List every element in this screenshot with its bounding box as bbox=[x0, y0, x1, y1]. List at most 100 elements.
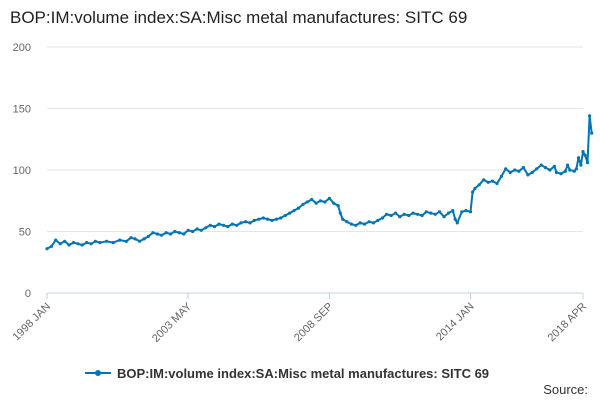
data-point[interactable] bbox=[568, 168, 572, 172]
data-point[interactable] bbox=[235, 223, 239, 227]
data-point[interactable] bbox=[71, 241, 76, 245]
data-point[interactable] bbox=[301, 202, 305, 206]
data-point[interactable] bbox=[338, 211, 342, 215]
data-point[interactable] bbox=[504, 167, 508, 171]
data-point[interactable] bbox=[142, 237, 146, 241]
data-point[interactable] bbox=[554, 170, 559, 175]
data-point[interactable] bbox=[579, 163, 583, 167]
data-point[interactable] bbox=[204, 226, 208, 230]
data-point[interactable] bbox=[499, 174, 504, 178]
data-point[interactable] bbox=[341, 217, 345, 221]
data-point[interactable] bbox=[265, 217, 270, 221]
data-point[interactable] bbox=[471, 190, 475, 194]
data-point[interactable] bbox=[486, 180, 490, 184]
data-point[interactable] bbox=[349, 222, 353, 226]
data-point[interactable] bbox=[314, 201, 318, 205]
data-point[interactable] bbox=[63, 239, 67, 243]
data-point[interactable] bbox=[248, 221, 252, 225]
data-point[interactable] bbox=[80, 243, 84, 247]
data-point[interactable] bbox=[182, 232, 186, 236]
data-point[interactable] bbox=[585, 161, 590, 165]
data-point[interactable] bbox=[572, 169, 576, 173]
data-point[interactable] bbox=[559, 172, 563, 176]
data-point[interactable] bbox=[490, 179, 495, 183]
data-point[interactable] bbox=[453, 217, 457, 221]
data-point[interactable] bbox=[464, 209, 468, 213]
data-point[interactable] bbox=[371, 221, 375, 225]
data-point[interactable] bbox=[460, 210, 464, 214]
data-point[interactable] bbox=[455, 221, 459, 225]
data-point[interactable] bbox=[160, 233, 164, 237]
data-point[interactable] bbox=[186, 228, 190, 232]
data-point[interactable] bbox=[305, 200, 309, 204]
data-point[interactable] bbox=[574, 167, 579, 171]
data-point[interactable] bbox=[155, 232, 159, 236]
data-point[interactable] bbox=[530, 170, 534, 175]
data-point[interactable] bbox=[310, 197, 314, 202]
data-point[interactable] bbox=[243, 220, 248, 224]
data-point[interactable] bbox=[85, 241, 89, 245]
data-point[interactable] bbox=[336, 204, 340, 208]
data-point[interactable] bbox=[279, 216, 283, 220]
data-point[interactable] bbox=[151, 231, 155, 235]
data-point[interactable] bbox=[327, 196, 331, 200]
data-point[interactable] bbox=[138, 239, 142, 243]
data-point[interactable] bbox=[111, 241, 115, 245]
data-point[interactable] bbox=[407, 213, 411, 218]
data-point[interactable] bbox=[367, 220, 371, 224]
data-point[interactable] bbox=[588, 114, 592, 118]
data-point[interactable] bbox=[217, 222, 221, 226]
data-point[interactable] bbox=[49, 244, 54, 248]
data-point[interactable] bbox=[332, 201, 336, 205]
data-point[interactable] bbox=[380, 216, 384, 220]
data-point[interactable] bbox=[517, 169, 521, 173]
data-point[interactable] bbox=[446, 211, 451, 215]
data-point[interactable] bbox=[389, 213, 393, 218]
data-point[interactable] bbox=[98, 241, 102, 245]
data-point[interactable] bbox=[442, 215, 446, 219]
data-point[interactable] bbox=[411, 211, 415, 215]
data-point[interactable] bbox=[199, 228, 203, 232]
data-point[interactable] bbox=[576, 156, 581, 160]
data-point[interactable] bbox=[363, 222, 367, 226]
data-point[interactable] bbox=[270, 218, 274, 222]
data-point[interactable] bbox=[552, 164, 557, 168]
data-point[interactable] bbox=[521, 165, 526, 170]
data-point[interactable] bbox=[482, 178, 486, 182]
data-point[interactable] bbox=[402, 212, 406, 216]
data-point[interactable] bbox=[433, 212, 437, 216]
data-point[interactable] bbox=[526, 173, 530, 177]
legend[interactable]: BOP:IM:volume index:SA:Misc metal manufa… bbox=[85, 364, 489, 382]
data-point[interactable] bbox=[385, 212, 389, 216]
data-point[interactable] bbox=[398, 215, 402, 219]
data-point[interactable] bbox=[358, 221, 362, 225]
data-point[interactable] bbox=[292, 209, 296, 213]
data-point[interactable] bbox=[58, 242, 62, 246]
data-point[interactable] bbox=[252, 218, 256, 222]
data-point[interactable] bbox=[420, 213, 424, 218]
data-point[interactable] bbox=[318, 199, 322, 203]
data-point[interactable] bbox=[261, 216, 265, 220]
data-point[interactable] bbox=[177, 231, 181, 235]
data-point[interactable] bbox=[212, 225, 217, 229]
data-point[interactable] bbox=[133, 237, 137, 241]
data-point[interactable] bbox=[89, 242, 93, 246]
data-point[interactable] bbox=[543, 165, 548, 170]
data-point[interactable] bbox=[76, 242, 80, 246]
data-point[interactable] bbox=[274, 217, 279, 221]
data-point[interactable] bbox=[477, 183, 481, 187]
data-point[interactable] bbox=[118, 238, 122, 242]
data-point[interactable] bbox=[54, 238, 58, 242]
data-point[interactable] bbox=[424, 210, 428, 214]
data-point[interactable] bbox=[323, 200, 327, 204]
data-point[interactable] bbox=[468, 210, 473, 214]
data-point[interactable] bbox=[548, 168, 552, 172]
data-point[interactable] bbox=[221, 223, 226, 227]
data-point[interactable] bbox=[354, 223, 358, 227]
data-point[interactable] bbox=[105, 239, 109, 243]
data-point[interactable] bbox=[124, 239, 128, 243]
data-point[interactable] bbox=[257, 217, 261, 221]
data-point[interactable] bbox=[451, 209, 455, 213]
data-point[interactable] bbox=[226, 225, 230, 229]
data-point[interactable] bbox=[583, 153, 587, 157]
